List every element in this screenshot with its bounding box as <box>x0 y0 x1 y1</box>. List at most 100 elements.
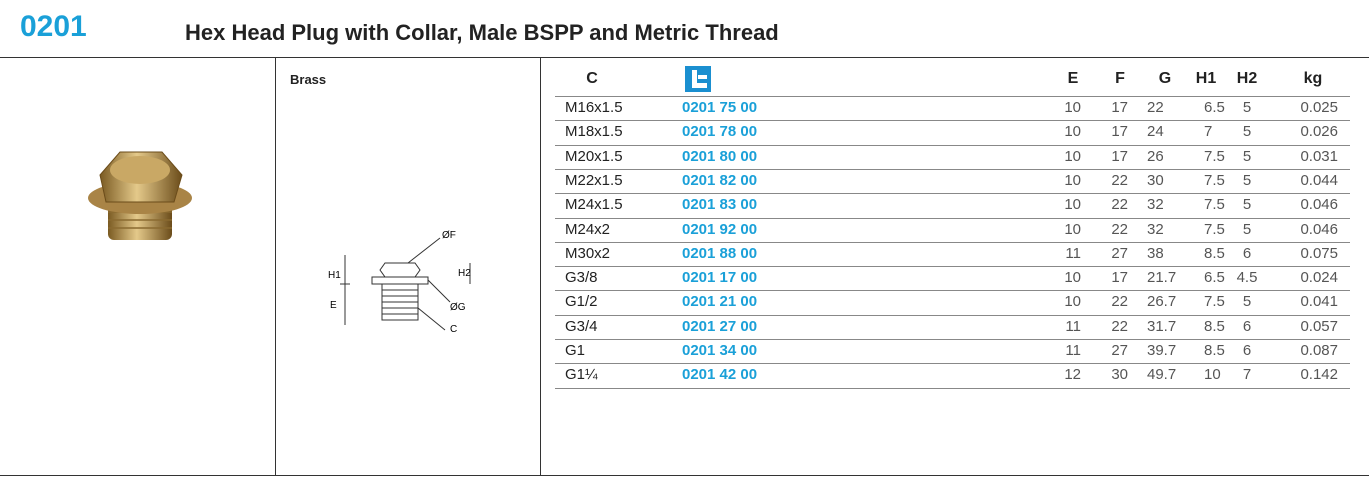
cell: 22 <box>1111 196 1128 214</box>
cell: 7.5 <box>1204 293 1225 311</box>
cell: 6.5 <box>1204 269 1225 287</box>
cell: 10 <box>1064 147 1081 165</box>
cell: 11 <box>1065 244 1081 262</box>
cell: 6 <box>1242 244 1252 262</box>
row-divider <box>555 339 1350 340</box>
cell: 0.046 <box>1300 196 1338 214</box>
row-divider <box>555 387 1350 389</box>
cell: 12 <box>1064 366 1081 384</box>
cell: 0.075 <box>1300 244 1338 262</box>
technical-drawing: ØF H1 H2 E ØG C <box>328 230 471 335</box>
cell: 10 <box>1064 123 1081 141</box>
product-title: Hex Head Plug with Collar, Male BSPP and… <box>185 20 779 45</box>
product-image <box>88 151 192 240</box>
cell: 31.7 <box>1147 317 1177 335</box>
cell: 5 <box>1242 220 1252 238</box>
cell: 27 <box>1111 244 1128 262</box>
cell: 7 <box>1204 123 1213 141</box>
cell: 7.5 <box>1204 220 1225 238</box>
cell: 38 <box>1147 244 1164 262</box>
cell: 0.057 <box>1300 317 1338 335</box>
cell: M20x1.5 <box>565 147 623 165</box>
cell: G3/4 <box>565 317 598 335</box>
cell: G3/8 <box>565 269 598 287</box>
row-divider <box>555 217 1350 219</box>
column-header: G <box>1158 70 1172 87</box>
cell: 10 <box>1064 220 1081 238</box>
article-number: 0201 21 00 <box>682 293 758 311</box>
label-f: ØF <box>442 230 456 241</box>
article-number: 0201 42 00 <box>682 366 758 384</box>
cell: 22 <box>1111 293 1128 311</box>
cell: 0.142 <box>1300 366 1338 384</box>
cell: M30x2 <box>565 244 611 262</box>
cell: 5 <box>1242 99 1252 116</box>
cell: 8.5 <box>1204 342 1225 359</box>
cell: 7 <box>1242 366 1252 384</box>
divider <box>0 475 1369 476</box>
cell: 32 <box>1147 196 1164 214</box>
cell: 6 <box>1242 342 1252 359</box>
cell: 10 <box>1064 171 1081 189</box>
divider <box>275 57 276 475</box>
cell: 32 <box>1147 220 1164 238</box>
brand-icon <box>685 66 711 92</box>
cell: 17 <box>1111 123 1128 141</box>
article-number: 0201 80 00 <box>682 147 758 165</box>
cell: M24x1.5 <box>565 196 623 214</box>
cell: 7.5 <box>1204 196 1225 214</box>
cell: 11 <box>1065 317 1081 335</box>
cell: 0.046 <box>1300 220 1338 238</box>
column-header: E <box>1067 70 1079 87</box>
column-header: kg <box>1303 70 1323 87</box>
column-header: H2 <box>1236 70 1258 87</box>
divider <box>540 57 541 475</box>
cell: 0.041 <box>1300 293 1338 311</box>
cell: 21.7 <box>1147 269 1177 287</box>
article-number: 0201 82 00 <box>682 171 758 189</box>
cell: 24 <box>1147 123 1164 141</box>
cell: M24x2 <box>565 220 611 238</box>
cell: 5 <box>1242 147 1252 165</box>
cell: 22 <box>1111 171 1128 189</box>
cell: 27 <box>1111 342 1128 359</box>
cell: M22x1.5 <box>565 171 623 189</box>
article-number: 0201 34 00 <box>682 342 758 359</box>
cell: M18x1.5 <box>565 123 623 141</box>
cell: 39.7 <box>1147 342 1177 359</box>
cell: 30 <box>1111 366 1128 384</box>
article-number: 0201 27 00 <box>682 317 758 335</box>
cell: 7.5 <box>1204 171 1225 189</box>
cell: 26 <box>1147 147 1164 165</box>
row-divider <box>555 193 1350 195</box>
cell: 0.087 <box>1300 342 1338 359</box>
cell: G1¼ <box>565 366 598 384</box>
cell: 8.5 <box>1204 317 1225 335</box>
cell: 0.044 <box>1300 171 1338 189</box>
cell: 10 <box>1064 99 1081 116</box>
label-h1: H1 <box>328 270 341 281</box>
cell: 6.5 <box>1204 99 1225 116</box>
cell: 8.5 <box>1204 244 1225 262</box>
article-number: 0201 88 00 <box>682 244 758 262</box>
cell: 5 <box>1242 123 1252 141</box>
cell: 22 <box>1111 317 1128 335</box>
cell: 4.5 <box>1236 269 1258 287</box>
cell: 11 <box>1065 342 1081 359</box>
material: Brass <box>290 72 327 87</box>
cell: 17 <box>1111 147 1128 165</box>
cell: 49.7 <box>1147 366 1177 384</box>
article-number: 0201 78 00 <box>682 123 758 141</box>
row-divider <box>555 363 1350 365</box>
cell: 26.7 <box>1147 293 1177 311</box>
article-number: 0201 92 00 <box>682 220 758 238</box>
cell: 17 <box>1111 99 1128 116</box>
cell: 10 <box>1204 366 1221 384</box>
row-divider <box>555 120 1350 122</box>
row-divider <box>555 266 1350 268</box>
label-g: ØG <box>450 302 466 313</box>
cell: M16x1.5 <box>565 99 623 116</box>
label-e: E <box>330 300 337 311</box>
label-h2: H2 <box>458 268 471 279</box>
